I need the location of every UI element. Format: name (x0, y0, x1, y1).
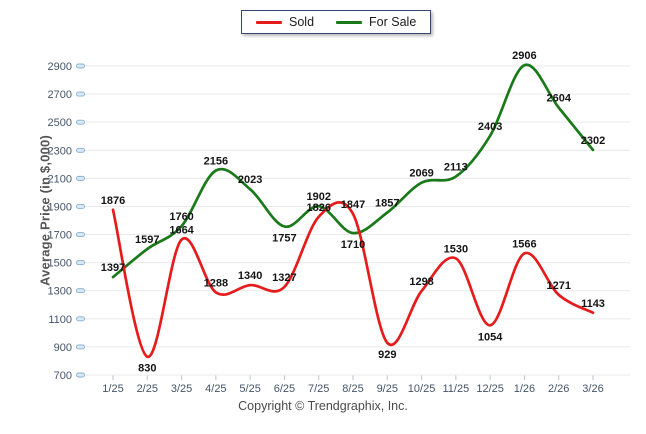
x-tick-label: 2/26 (548, 383, 569, 395)
y-tick-label: 900 (54, 342, 72, 354)
y-axis-tick (76, 260, 85, 266)
data-point-label: 1760 (169, 211, 193, 223)
data-point-label: 1857 (375, 197, 399, 209)
y-axis-tick (76, 91, 85, 97)
data-point-label: 1757 (272, 233, 296, 245)
data-point-label: 2023 (238, 174, 262, 186)
data-point-label: 929 (378, 349, 396, 361)
y-axis-tick (76, 175, 85, 181)
line-for-sale (111, 63, 595, 279)
y-axis-tick (76, 63, 85, 69)
x-tick-label: 10/25 (408, 383, 436, 395)
legend: Sold For Sale (241, 10, 432, 34)
data-point-label: 1271 (546, 280, 570, 292)
y-tick-label: 2900 (48, 61, 72, 73)
data-point-label: 1597 (135, 234, 159, 246)
x-tick-label: 12/25 (476, 383, 504, 395)
x-tick-label: 9/25 (377, 383, 398, 395)
y-tick-label: 2300 (48, 145, 72, 157)
y-axis-tick (76, 204, 85, 209)
sold-line-swatch (256, 20, 282, 24)
data-point-label: 1327 (272, 272, 296, 284)
data-point-label: 1664 (169, 225, 194, 237)
y-axis-tick (76, 288, 85, 294)
data-point-label: 2906 (512, 50, 536, 62)
y-tick-label: 1700 (48, 230, 72, 242)
legend-label-for-sale: For Sale (369, 15, 417, 29)
legend-item-for-sale: For Sale (336, 15, 416, 29)
y-axis-tick (76, 147, 85, 153)
y-axis-tick (76, 344, 85, 350)
x-tick-label: 7/25 (308, 383, 329, 395)
data-point-label: 1340 (238, 270, 262, 282)
y-tick-label: 2700 (48, 89, 72, 101)
x-tick-label: 8/25 (342, 383, 363, 395)
data-point-label: 2069 (409, 168, 433, 180)
x-tick-label: 1/26 (514, 383, 535, 395)
data-point-label: 1397 (101, 262, 125, 274)
y-tick-label: 1300 (48, 286, 72, 298)
x-tick-label: 3/25 (171, 383, 192, 395)
x-tick-label: 5/25 (239, 383, 260, 395)
y-axis-tick (76, 372, 85, 378)
x-tick-label: 3/26 (582, 383, 603, 395)
data-point-label: 1298 (409, 276, 433, 288)
data-point-label: 1826 (306, 202, 330, 214)
y-tick-label: 2100 (48, 173, 72, 185)
data-point-label: 1143 (581, 298, 605, 310)
data-point-label: 2302 (581, 135, 605, 147)
data-point-label: 2113 (444, 162, 468, 174)
data-point-label: 1566 (512, 238, 536, 250)
data-point-label: 1530 (444, 243, 468, 255)
y-axis-title: Average Price (in $,000) (37, 135, 53, 287)
copyright-text: Copyright © Trendgraphix, Inc. (238, 399, 408, 413)
legend-label-sold: Sold (289, 15, 315, 29)
y-axis-tick (76, 119, 85, 125)
data-point-label: 1288 (204, 277, 228, 289)
data-point-label: 2604 (546, 93, 571, 105)
y-tick-label: 1100 (48, 314, 72, 326)
y-tick-label: 1500 (48, 258, 72, 270)
y-axis-tick (76, 232, 85, 237)
x-tick-label: 6/25 (274, 383, 295, 395)
data-point-label: 2156 (204, 155, 228, 167)
data-point-label: 830 (138, 363, 156, 375)
line-sold (111, 201, 595, 359)
data-point-label: 1902 (306, 191, 330, 203)
y-tick-label: 700 (54, 370, 72, 382)
x-tick-label: 11/25 (442, 383, 469, 395)
y-tick-label: 2500 (48, 117, 72, 129)
for-sale-line-swatch (336, 20, 363, 24)
data-point-label: 2403 (478, 121, 502, 133)
x-tick-label: 2/25 (137, 383, 158, 395)
y-tick-label: 1900 (48, 201, 72, 213)
x-tick-label: 1/25 (102, 383, 123, 395)
x-tick-label: 4/25 (205, 383, 226, 395)
legend-item-sold: Sold (256, 15, 314, 29)
data-point-label: 1710 (341, 239, 365, 251)
data-point-label: 1876 (101, 195, 125, 207)
data-point-label: 1847 (341, 199, 365, 211)
data-point-label: 1054 (478, 331, 503, 343)
y-axis-tick (76, 316, 85, 322)
